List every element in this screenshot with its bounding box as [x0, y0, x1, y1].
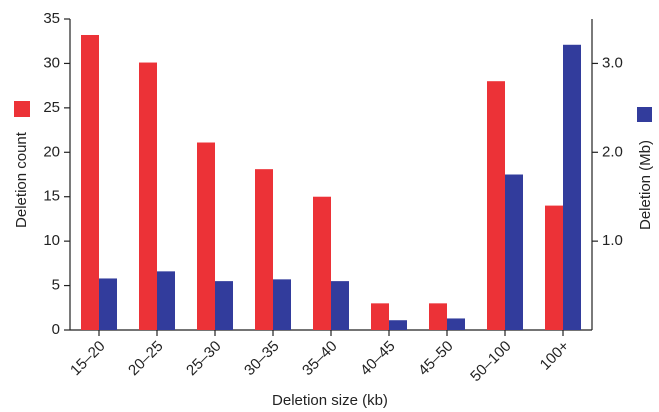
- y-axis-title: Deletion count: [13, 131, 30, 228]
- bar: [371, 303, 389, 330]
- bar: [157, 271, 175, 330]
- y-tick-label: 15: [43, 188, 60, 205]
- x-tick-label: 25–30: [183, 338, 225, 380]
- bar: [99, 278, 117, 330]
- bar: [313, 196, 331, 330]
- x-tick-label: 40–45: [357, 338, 399, 380]
- x-axis-title: Deletion size (kb): [272, 392, 388, 409]
- y2-tick-label: 2.0: [602, 143, 623, 160]
- bar: [447, 318, 465, 330]
- y-tick-label: 0: [52, 321, 60, 338]
- bar: [215, 281, 233, 330]
- bar: [139, 62, 157, 330]
- y2-axis-title: Deletion (Mb): [637, 140, 654, 230]
- bar: [81, 34, 99, 330]
- x-tick-label: 20–25: [125, 338, 167, 380]
- x-tick-label: 35–40: [299, 338, 341, 380]
- x-tick-label: 100+: [537, 337, 573, 373]
- x-tick-label: 50–100: [467, 338, 514, 385]
- y-tick-label: 10: [43, 232, 60, 249]
- x-tick-label: 15–20: [67, 338, 109, 380]
- bar: [505, 174, 523, 330]
- bar: [487, 81, 505, 330]
- bar: [563, 44, 581, 331]
- bar: [545, 205, 563, 330]
- bar: [389, 320, 407, 330]
- y2-tick-label: 1.0: [602, 232, 623, 249]
- x-tick-label: 30–35: [241, 338, 283, 380]
- y-tick-label: 20: [43, 143, 60, 160]
- bar: [273, 279, 291, 330]
- legend-key: [14, 101, 30, 117]
- y-tick-label: 25: [43, 99, 60, 116]
- bar: [331, 281, 349, 330]
- legend-key: [637, 107, 652, 122]
- y-tick-label: 30: [43, 54, 60, 71]
- y-tick-label: 35: [43, 10, 60, 27]
- y2-tick-label: 3.0: [602, 54, 623, 71]
- y-tick-label: 5: [52, 277, 60, 294]
- bar: [429, 303, 447, 330]
- x-tick-label: 45–50: [415, 338, 457, 380]
- bar: [197, 142, 215, 330]
- bar: [255, 169, 273, 330]
